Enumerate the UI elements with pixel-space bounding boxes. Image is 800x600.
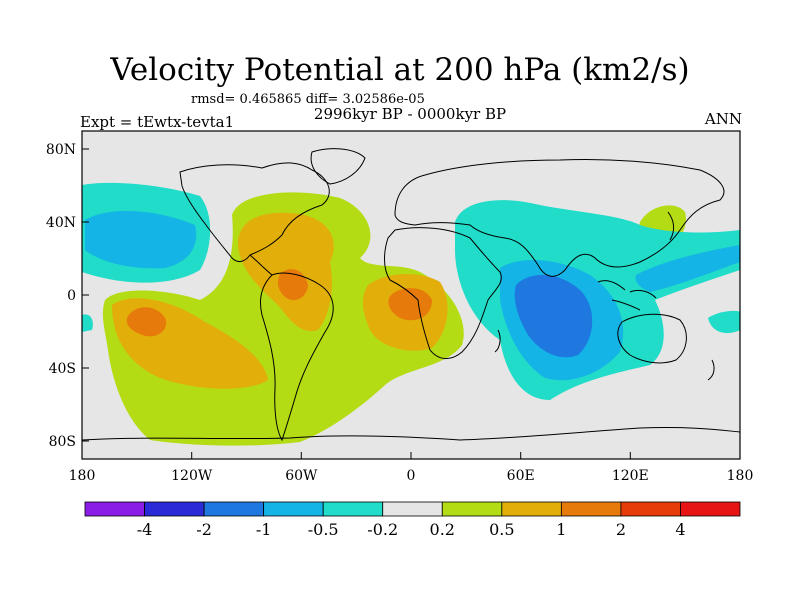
- coastline-madagascar: [494, 329, 501, 353]
- latitude-ticks: [82, 148, 89, 442]
- contour-fields: [82, 148, 740, 446]
- lon-label-120e: 120E: [612, 468, 649, 484]
- dark-orange-region-south-pacific: [126, 307, 167, 337]
- lat-label-40n: 40N: [46, 215, 76, 231]
- lat-label-80s: 80S: [49, 434, 76, 450]
- colorbar-swatch: [680, 501, 741, 517]
- colorbar-swatch: [382, 501, 443, 517]
- coastline-maritime-continent: [597, 280, 657, 311]
- lon-label-180w: 180: [69, 468, 96, 484]
- experiment-label: Expt = tEwtx-tevta1: [80, 113, 235, 131]
- colorbar-label: -2: [196, 520, 212, 539]
- coastline-north-america: [179, 162, 330, 263]
- coastline-central-america: [249, 254, 273, 276]
- lat-label-80n: 80N: [46, 142, 76, 158]
- longitude-ticks: [81, 452, 741, 459]
- coastline-japan: [667, 211, 675, 241]
- lat-label-40s: 40S: [49, 361, 76, 377]
- colorbar-label: 0.2: [430, 520, 455, 539]
- colorbar-label: -4: [137, 520, 153, 539]
- colorbar-swatch: [322, 501, 384, 517]
- colorbar-label: 4: [675, 520, 685, 539]
- coastline-greenland: [310, 148, 366, 185]
- longitude-labels: 180 120W 60W 0 60E 120E 180: [69, 468, 754, 484]
- coastline-eurasia: [394, 158, 725, 277]
- dark-orange-region-americas: [277, 269, 308, 301]
- teal-region-southwest-pacific: [708, 310, 740, 334]
- colorbar-labels: -4 -2 -1 -0.5 -0.2 0.2 0.5 1 2 4: [137, 520, 686, 539]
- colorbar-label: 0.5: [489, 520, 514, 539]
- colorbar-label: 1: [556, 520, 566, 539]
- blue-region-north-pacific: [85, 210, 197, 269]
- plot-title: Velocity Potential at 200 hPa (km2/s): [110, 52, 690, 88]
- colorbar-swatch: [501, 501, 562, 517]
- latitude-labels: 80N 40N 0 40S 80S: [46, 142, 76, 450]
- coastline-new-zealand: [707, 359, 715, 381]
- dark-orange-region-atlantic: [388, 288, 432, 321]
- coastlines: [82, 148, 740, 442]
- dark-blue-region-indian-ocean: [514, 274, 593, 358]
- colorbar-label: -1: [256, 520, 272, 539]
- lon-label-60e: 60E: [507, 468, 535, 484]
- lon-label-60w: 60W: [285, 468, 318, 484]
- colorbar-swatch: [84, 501, 145, 517]
- coastline-south-america: [259, 272, 334, 442]
- colorbar-swatch: [144, 501, 205, 517]
- lon-label-120w: 120W: [171, 468, 213, 484]
- period-label: 2996kyr BP - 0000kyr BP: [313, 105, 507, 123]
- stats-text: rmsd= 0.465865 diff= 3.02586e-05: [191, 92, 425, 107]
- colorbar-label: -0.2: [367, 520, 398, 539]
- colorbar-swatch: [560, 501, 622, 517]
- lon-label-180e: 180: [727, 468, 754, 484]
- coastline-africa: [384, 227, 502, 359]
- blue-region-west-pacific: [635, 245, 740, 292]
- colorbar-label: 2: [616, 520, 626, 539]
- colorbar-swatch: [263, 501, 324, 517]
- coastline-antarctica: [82, 426, 740, 441]
- lat-label-0: 0: [67, 288, 76, 304]
- colorbar: [84, 501, 741, 517]
- colorbar-swatch: [441, 501, 503, 517]
- teal-region-west-edge: [82, 314, 93, 332]
- colorbar-swatch: [620, 501, 681, 517]
- colorbar-swatch: [203, 501, 265, 517]
- coastline-australia: [617, 313, 687, 364]
- season-label: ANN: [704, 110, 742, 128]
- lon-label-0: 0: [407, 468, 416, 484]
- colorbar-label: -0.5: [308, 520, 339, 539]
